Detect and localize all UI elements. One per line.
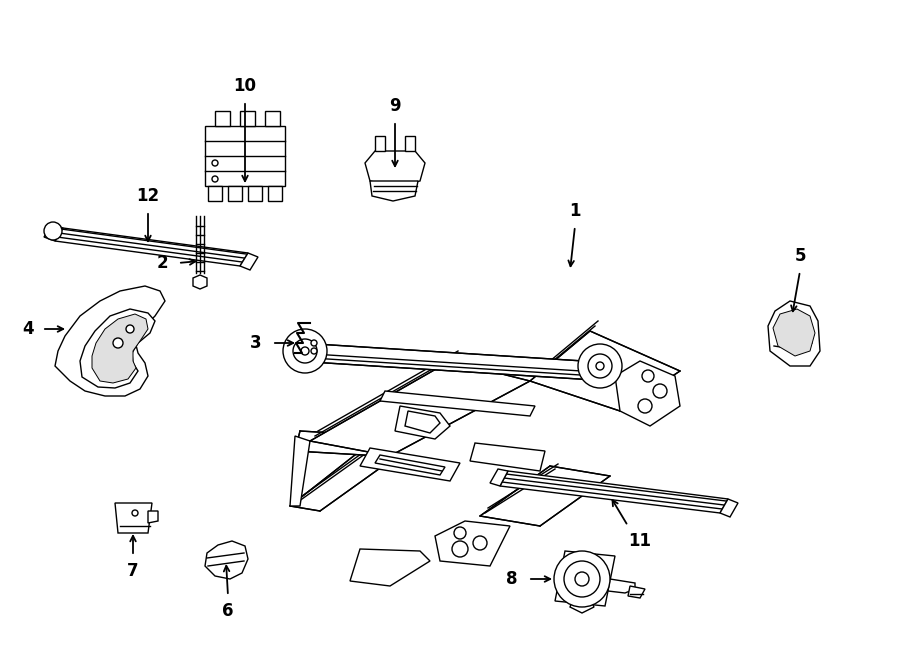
Polygon shape — [290, 436, 310, 506]
Text: 2: 2 — [157, 254, 167, 272]
Circle shape — [564, 561, 600, 597]
Circle shape — [642, 370, 654, 382]
Circle shape — [575, 572, 589, 586]
Circle shape — [44, 222, 62, 240]
Polygon shape — [295, 343, 615, 381]
Text: 1: 1 — [569, 202, 580, 220]
Polygon shape — [370, 181, 418, 201]
Polygon shape — [92, 314, 148, 383]
Polygon shape — [215, 111, 230, 126]
Text: 9: 9 — [389, 97, 400, 115]
Text: 7: 7 — [127, 562, 139, 580]
Circle shape — [113, 338, 123, 348]
Polygon shape — [530, 331, 680, 411]
Circle shape — [554, 551, 610, 607]
Polygon shape — [500, 471, 728, 513]
Polygon shape — [405, 136, 415, 151]
Circle shape — [293, 339, 317, 363]
Polygon shape — [148, 511, 158, 523]
Circle shape — [212, 176, 218, 182]
Circle shape — [311, 348, 317, 354]
Polygon shape — [290, 451, 390, 511]
Text: 3: 3 — [250, 334, 262, 352]
Polygon shape — [395, 406, 450, 439]
Circle shape — [638, 399, 652, 413]
Polygon shape — [115, 503, 152, 533]
Polygon shape — [490, 469, 508, 486]
Text: 6: 6 — [222, 602, 234, 620]
Circle shape — [596, 362, 604, 370]
Circle shape — [473, 536, 487, 550]
Circle shape — [132, 510, 138, 516]
Polygon shape — [555, 551, 615, 606]
Polygon shape — [720, 499, 738, 517]
Polygon shape — [268, 186, 282, 201]
Polygon shape — [44, 224, 63, 241]
Polygon shape — [55, 228, 248, 266]
Polygon shape — [295, 431, 385, 456]
Text: 11: 11 — [628, 532, 652, 550]
Polygon shape — [55, 286, 165, 396]
Polygon shape — [365, 151, 425, 186]
Circle shape — [454, 527, 466, 539]
Text: 12: 12 — [137, 187, 159, 205]
Polygon shape — [380, 391, 535, 416]
Polygon shape — [773, 309, 815, 356]
Polygon shape — [570, 599, 594, 613]
Polygon shape — [375, 136, 385, 151]
Polygon shape — [240, 111, 255, 126]
Polygon shape — [480, 466, 610, 526]
Polygon shape — [248, 186, 262, 201]
Polygon shape — [240, 253, 258, 270]
Polygon shape — [80, 309, 155, 388]
Text: 10: 10 — [233, 77, 256, 95]
Polygon shape — [435, 521, 510, 566]
Polygon shape — [310, 361, 530, 456]
Circle shape — [588, 354, 612, 378]
Polygon shape — [615, 361, 680, 426]
Circle shape — [212, 160, 218, 166]
Polygon shape — [360, 448, 460, 481]
Text: 8: 8 — [506, 570, 518, 588]
Polygon shape — [228, 186, 242, 201]
Polygon shape — [306, 341, 322, 359]
Polygon shape — [208, 186, 222, 201]
Circle shape — [653, 384, 667, 398]
Polygon shape — [608, 579, 635, 593]
Polygon shape — [470, 443, 545, 471]
Circle shape — [578, 344, 622, 388]
Text: 4: 4 — [22, 320, 34, 338]
Polygon shape — [375, 455, 445, 475]
Circle shape — [311, 340, 317, 346]
Polygon shape — [205, 126, 285, 186]
Polygon shape — [628, 586, 645, 598]
Circle shape — [452, 541, 468, 557]
Polygon shape — [205, 541, 248, 579]
Circle shape — [126, 325, 134, 333]
Circle shape — [301, 347, 309, 355]
Polygon shape — [405, 411, 440, 433]
Polygon shape — [768, 301, 820, 366]
Polygon shape — [193, 275, 207, 289]
Circle shape — [283, 329, 327, 373]
Polygon shape — [350, 549, 430, 586]
Text: 5: 5 — [794, 247, 806, 265]
Polygon shape — [265, 111, 280, 126]
